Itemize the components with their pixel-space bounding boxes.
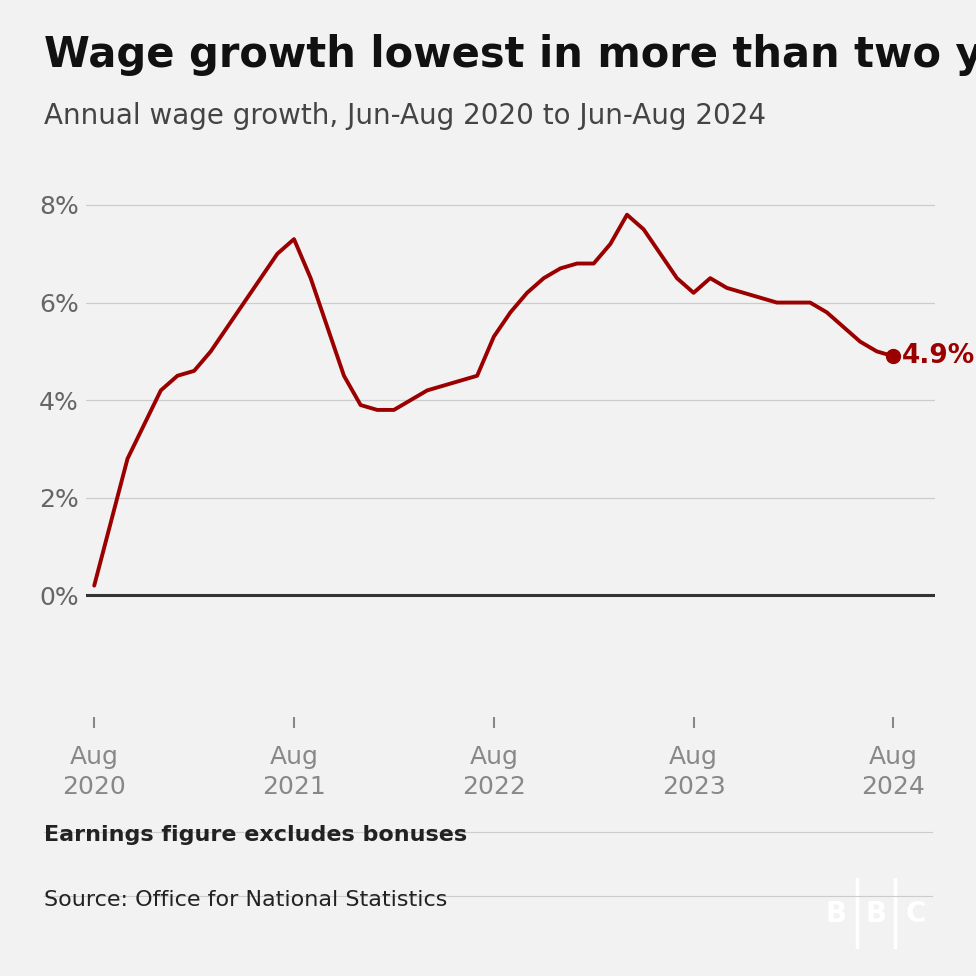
Text: Earnings figure excludes bonuses: Earnings figure excludes bonuses <box>44 825 468 844</box>
Text: B: B <box>866 900 886 927</box>
Text: Annual wage growth, Jun-Aug 2020 to Jun-Aug 2024: Annual wage growth, Jun-Aug 2020 to Jun-… <box>44 102 766 131</box>
Text: Source: Office for National Statistics: Source: Office for National Statistics <box>44 890 447 910</box>
Text: 4.9%: 4.9% <box>902 344 975 369</box>
Text: C: C <box>906 900 926 927</box>
Text: B: B <box>825 900 846 927</box>
Text: Wage growth lowest in more than two years: Wage growth lowest in more than two year… <box>44 34 976 76</box>
